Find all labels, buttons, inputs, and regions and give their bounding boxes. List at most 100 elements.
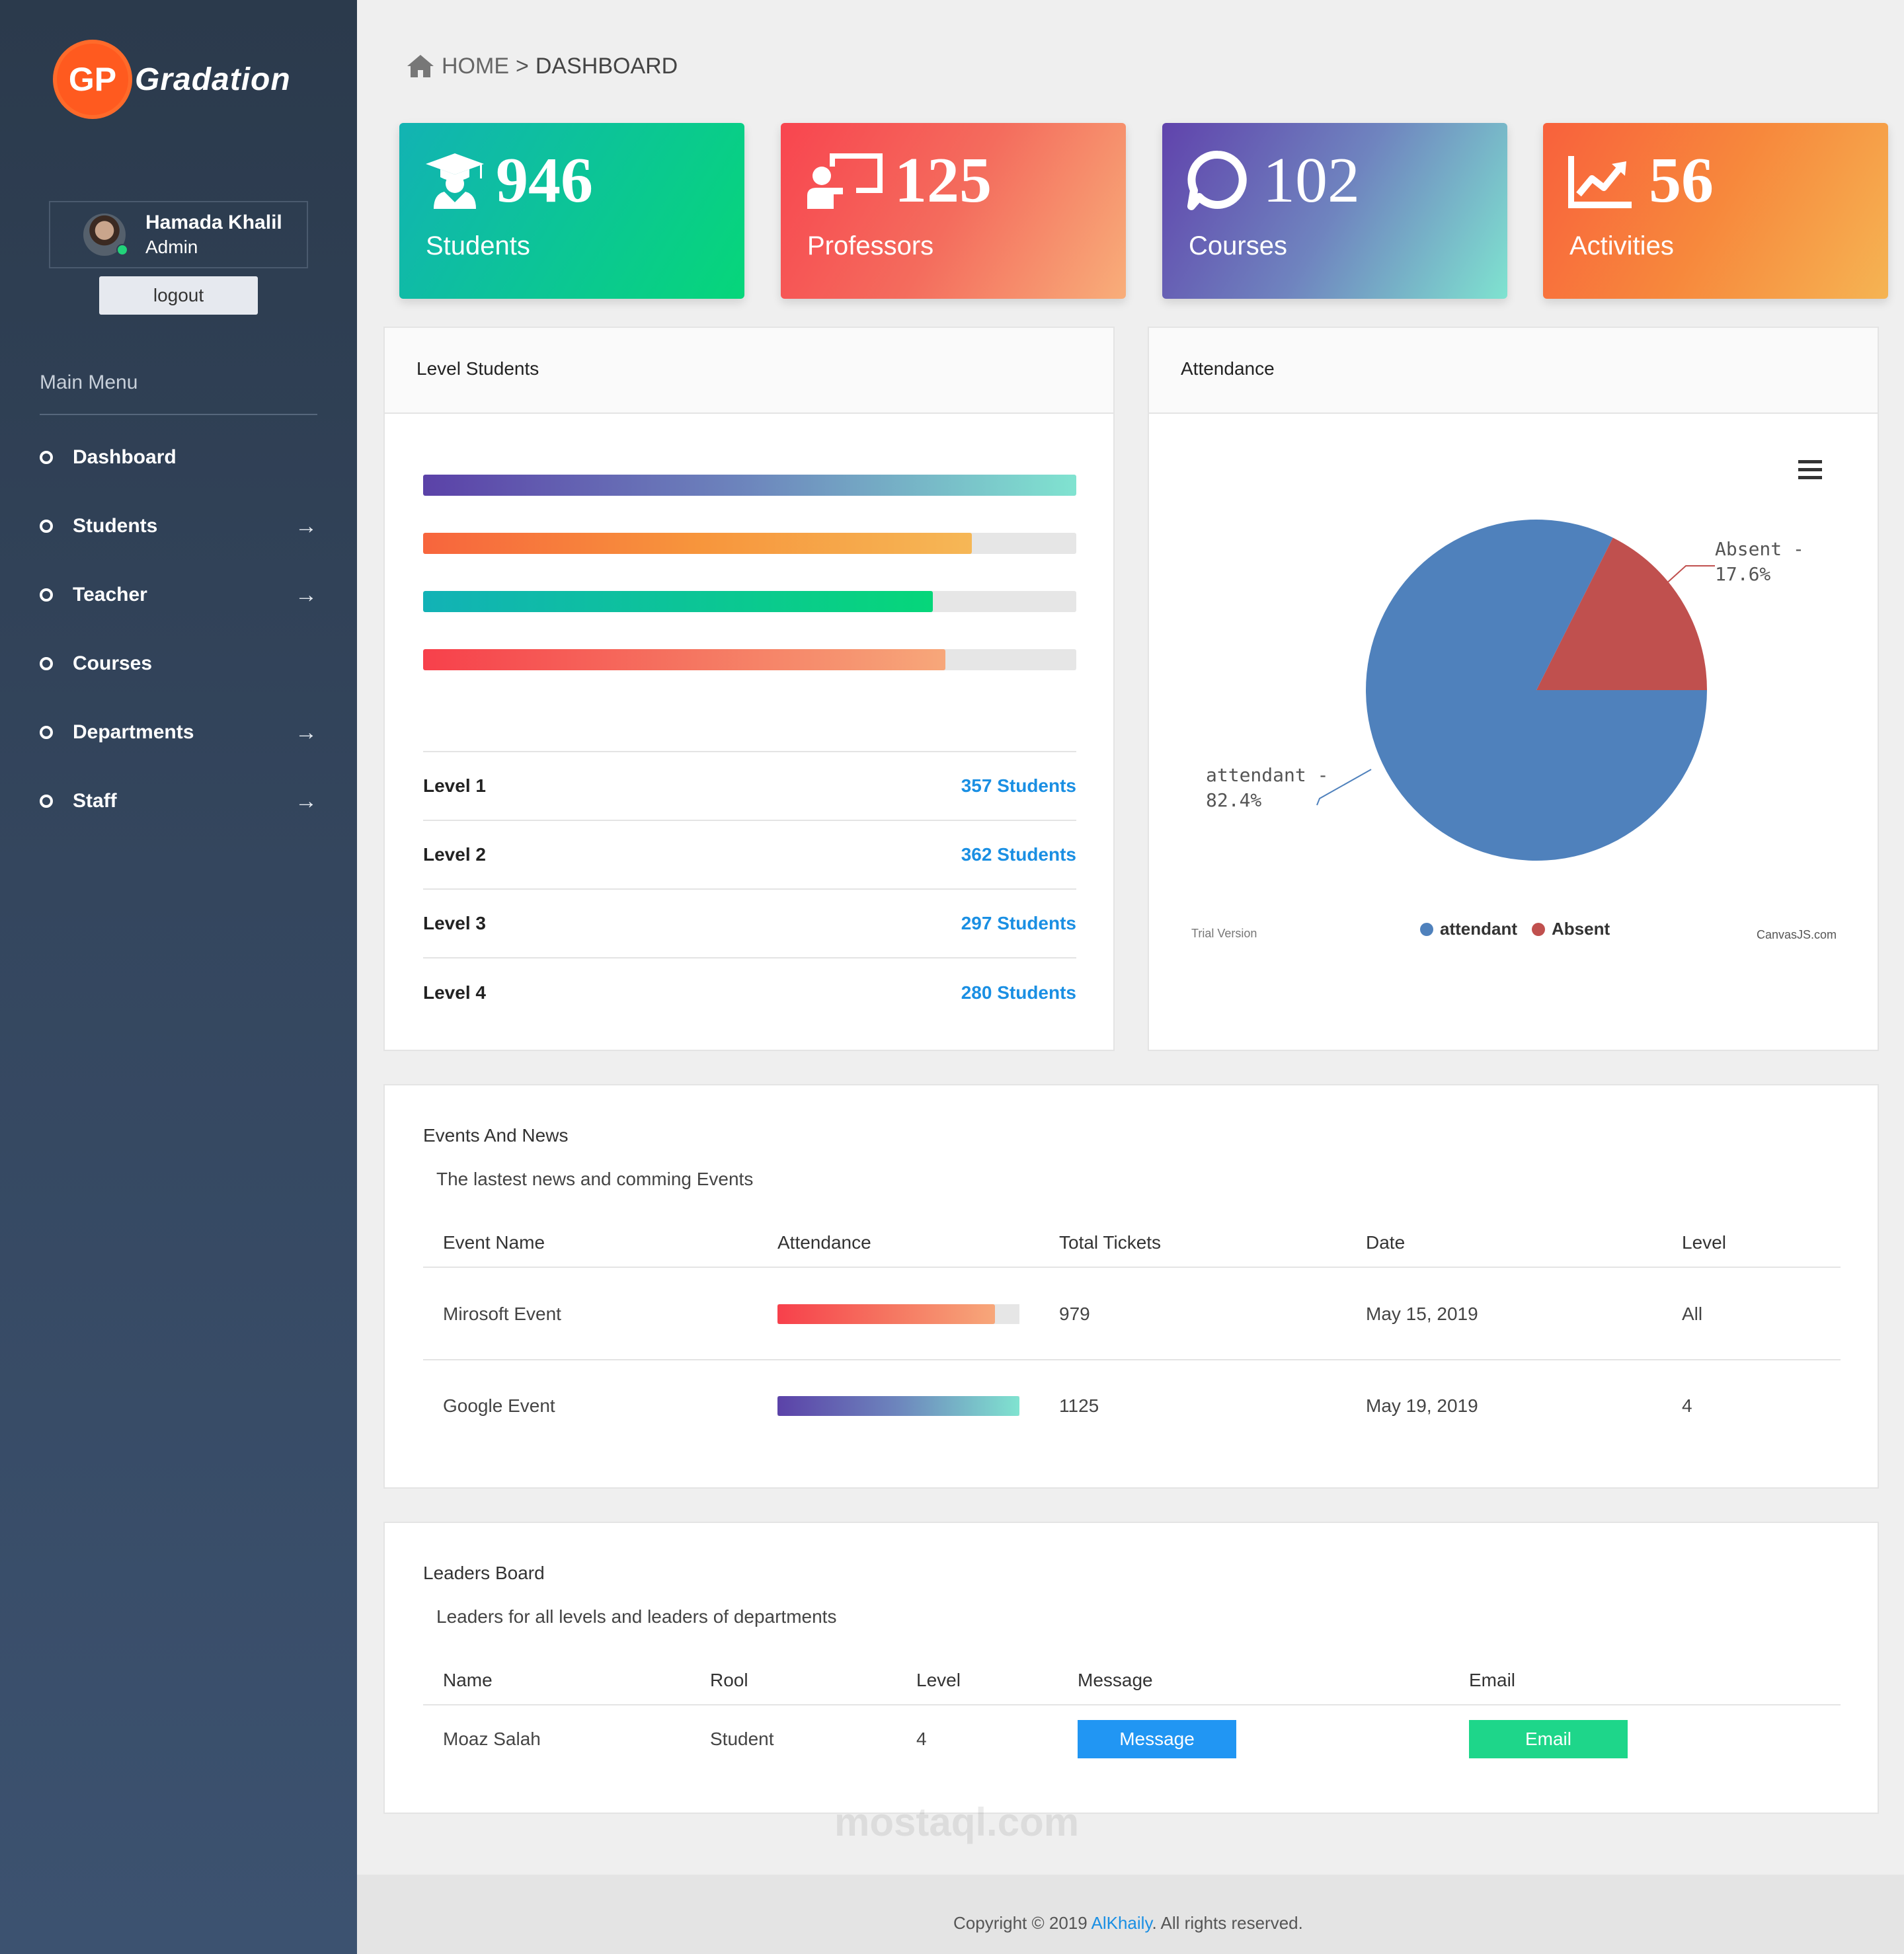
table-row[interactable]: Google Event 1125 May 19, 2019 4: [423, 1360, 1841, 1452]
total-tickets: 1125: [1059, 1395, 1099, 1416]
table-row: Moaz Salah Student 4 Message Email: [423, 1707, 1841, 1772]
legend-label: attendant: [1440, 919, 1517, 939]
arrow-right-icon[interactable]: →: [295, 719, 317, 745]
copyright-suffix: . All rights reserved.: [1152, 1913, 1303, 1933]
sidebar-item-departments[interactable]: Departments →: [40, 698, 317, 767]
circle-bullet-icon: [40, 795, 53, 808]
leader-level: 4: [916, 1729, 927, 1749]
stat-card-courses[interactable]: 102 Courses: [1162, 123, 1507, 299]
stat-card-activities[interactable]: 56 Activities: [1543, 123, 1888, 299]
user-name: Hamada Khalil: [145, 212, 282, 233]
event-date: May 15, 2019: [1366, 1304, 1478, 1324]
sidebar-item-dashboard[interactable]: Dashboard: [40, 423, 317, 492]
legend-dot: [1532, 922, 1545, 936]
stat-label: Courses: [1189, 231, 1287, 260]
attendance-fill: [777, 1396, 1019, 1416]
sidebar-item-courses[interactable]: Courses: [40, 629, 317, 698]
app-logo[interactable]: GP Gradation: [57, 44, 291, 115]
level-count-link[interactable]: 297 Students: [961, 913, 1076, 933]
attendance-bar: [777, 1304, 1019, 1324]
footer: Copyright © 2019 AlKhaily. All rights re…: [357, 1875, 1904, 1954]
stat-value: 56: [1649, 145, 1714, 216]
section-subtitle: The lastest news and comming Events: [436, 1169, 754, 1189]
breadcrumb: HOME > DASHBOARD: [406, 53, 678, 79]
breadcrumb-home[interactable]: HOME: [442, 53, 509, 79]
level-count-link[interactable]: 362 Students: [961, 844, 1076, 865]
chat-bubble-icon: [1187, 150, 1247, 210]
canvasjs-credit[interactable]: CanvasJS.com: [1756, 928, 1837, 941]
home-icon[interactable]: [406, 53, 435, 79]
pie-label-connector: [1657, 565, 1715, 592]
stat-label: Students: [426, 231, 530, 260]
user-profile: Hamada Khalil Admin: [49, 201, 308, 268]
sidebar: GP Gradation Hamada Khalil Admin logout …: [0, 0, 357, 1954]
copyright-text: Copyright © 2019 AlKhaily. All rights re…: [953, 1913, 1303, 1934]
level-progress-bar: [423, 533, 1076, 554]
attendance-card: Attendance Absent -17.6% attendant -82.4%…: [1148, 327, 1879, 1051]
sidebar-item-label: Staff: [73, 790, 117, 812]
circle-bullet-icon: [40, 657, 53, 670]
card-title: Attendance: [1149, 328, 1878, 414]
stat-card-students[interactable]: 946 Students: [399, 123, 744, 299]
chart-menu-icon[interactable]: [1798, 460, 1822, 480]
column-header: Rool: [710, 1670, 748, 1690]
level-students-card: Level Students Level 1 357 Students Level …: [383, 327, 1115, 1051]
sidebar-item-students[interactable]: Students →: [40, 492, 317, 561]
sidebar-item-teacher[interactable]: Teacher →: [40, 561, 317, 629]
column-header: Name: [443, 1670, 493, 1690]
level-name: Level 4: [423, 982, 486, 1003]
level-count-link[interactable]: 280 Students: [961, 982, 1076, 1003]
level-progress-bar: [423, 475, 1076, 496]
level-count-link[interactable]: 357 Students: [961, 775, 1076, 796]
leaders-card: Leaders Board Leaders for all levels and…: [383, 1522, 1879, 1814]
circle-bullet-icon: [40, 588, 53, 602]
main-menu: Dashboard Students → Teacher → Courses Departm…: [40, 423, 317, 836]
graduate-icon: [426, 153, 484, 209]
sidebar-item-staff[interactable]: Staff →: [40, 767, 317, 836]
attendance-fill: [777, 1304, 996, 1324]
email-button[interactable]: Email: [1469, 1720, 1628, 1758]
logout-button[interactable]: logout: [99, 276, 258, 315]
stat-label: Activities: [1569, 231, 1674, 260]
event-name: Google Event: [443, 1395, 555, 1416]
pie-label-connector: [1316, 769, 1372, 806]
leaders-table-header: Name Rool Level Message Email: [423, 1657, 1841, 1705]
column-header: Level: [916, 1670, 961, 1690]
column-header: Attendance: [777, 1232, 871, 1253]
events-table-header: Event Name Attendance Total Tickets Date…: [423, 1219, 1841, 1268]
stat-card-professors[interactable]: 125 Professors: [781, 123, 1126, 299]
level-progress-fill: [423, 591, 933, 612]
pie-slice-absent[interactable]: [1536, 537, 1707, 690]
logo-badge: GP: [57, 44, 128, 115]
attendance-bar: [777, 1396, 1019, 1416]
arrow-right-icon[interactable]: →: [295, 788, 317, 814]
event-name: Mirosoft Event: [443, 1304, 561, 1324]
circle-bullet-icon: [40, 451, 53, 464]
attendance-pie-chart: Absent -17.6% attendant -82.4%: [1206, 520, 1804, 861]
arrow-right-icon[interactable]: →: [295, 582, 317, 607]
table-row[interactable]: Mirosoft Event 979 May 15, 2019 All: [423, 1269, 1841, 1360]
section-title: Leaders Board: [423, 1563, 545, 1583]
user-role: Admin: [145, 237, 198, 257]
column-header: Total Tickets: [1059, 1232, 1162, 1253]
sidebar-item-label: Dashboard: [73, 446, 177, 468]
legend-item-attendant[interactable]: attendant: [1420, 919, 1517, 939]
legend-item-absent[interactable]: Absent: [1532, 919, 1610, 939]
author-link[interactable]: AlKhaily: [1091, 1913, 1152, 1933]
column-header: Message: [1078, 1670, 1153, 1690]
legend-label: Absent: [1552, 919, 1610, 939]
trial-version-label: Trial Version: [1191, 927, 1257, 940]
sidebar-item-label: Teacher: [73, 584, 147, 606]
level-progress-fill: [423, 533, 972, 554]
stat-value: 946: [496, 145, 593, 216]
copyright-prefix: Copyright © 2019: [953, 1913, 1091, 1933]
message-button[interactable]: Message: [1078, 1720, 1236, 1758]
circle-bullet-icon: [40, 520, 53, 533]
sidebar-item-label: Departments: [73, 721, 194, 743]
breadcrumb-separator: >: [516, 53, 529, 79]
leader-role: Student: [710, 1729, 774, 1749]
arrow-right-icon[interactable]: →: [295, 513, 317, 539]
list-item: Level 2 362 Students: [423, 821, 1076, 890]
level-progress-bar: [423, 591, 1076, 612]
level-name: Level 1: [423, 775, 486, 796]
